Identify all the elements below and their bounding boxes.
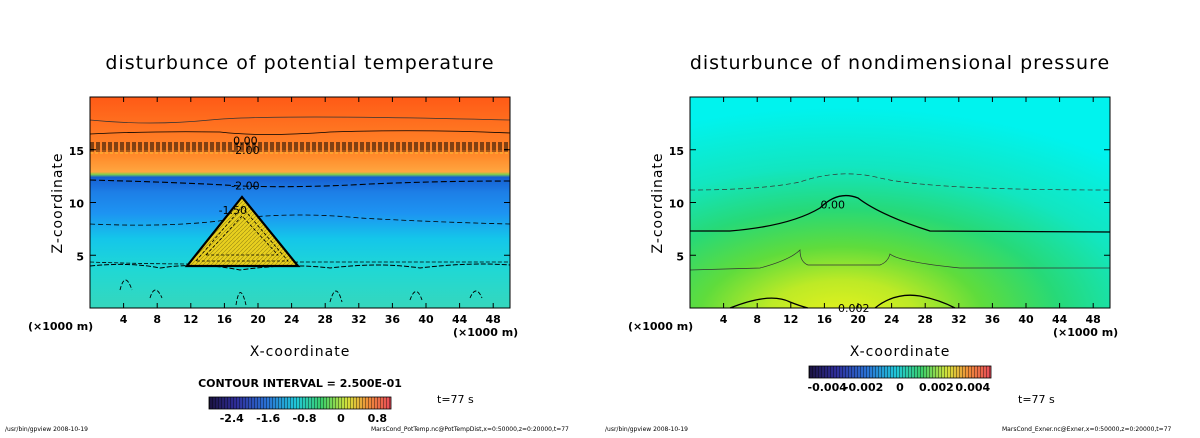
panel-potential-temperature: disturbunce of potential temperature: [5, 52, 569, 433]
x-tick-label: 12: [783, 313, 798, 326]
footer-right: MarsCond_PotTemp.nc@PotTempDist,x=0:5000…: [371, 426, 569, 433]
x-tick-label: 48: [486, 313, 501, 326]
x-tick-label: 28: [918, 313, 933, 326]
y-axis-label: Z-coordinate: [50, 152, 66, 253]
contour-interval: CONTOUR INTERVAL = 2.500E-01: [198, 377, 402, 390]
footer-left: /usr/bin/gpview 2008-10-19: [605, 426, 688, 433]
colorbar-tick-label: 0: [337, 412, 345, 425]
x-axis-label: X-coordinate: [250, 344, 351, 360]
y-tick-label: 15: [669, 145, 684, 158]
colorbar-tick-label: -0.002: [844, 381, 883, 394]
plot-area: [689, 96, 1111, 309]
x-tick-label: 44: [452, 313, 468, 326]
chart-title: disturbunce of nondimensional pressure: [690, 52, 1110, 74]
colorbar-tick-label: 0.002: [919, 381, 954, 394]
colorbar-ticks: -0.004-0.002 0 0.002 0.004: [808, 381, 991, 394]
y-tick-label: 5: [76, 250, 84, 263]
panel-nondimensional-pressure: disturbunce of nondimensional pressure 0…: [605, 52, 1172, 433]
contour-lines: [689, 173, 1111, 309]
y-axis: 5 10 15: [669, 145, 1110, 263]
x-tick-label: 32: [951, 313, 966, 326]
contour-label: 0.00: [821, 199, 846, 212]
x-unit-left: (×1000 m): [28, 320, 93, 333]
x-tick-label: 8: [153, 313, 161, 326]
colorbar: -2.4 -1.6 -0.8 0 0.8: [208, 396, 392, 425]
x-unit-right: (×1000 m): [453, 326, 518, 339]
x-tick-label: 12: [183, 313, 198, 326]
contour-label: -2.00: [231, 180, 259, 193]
y-tick-label: 10: [69, 198, 85, 211]
x-tick-label: 4: [120, 313, 128, 326]
time-label: t=77 s: [437, 393, 474, 406]
y-axis: 5 10 15: [69, 145, 510, 263]
x-tick-label: 8: [753, 313, 761, 326]
x-tick-label: 40: [418, 313, 434, 326]
x-tick-label: 36: [985, 313, 1001, 326]
x-tick-label: 4: [720, 313, 728, 326]
colorbar-tick-label: -2.4: [220, 412, 244, 425]
colorbar-tick-label: 0: [896, 381, 904, 394]
contour-label: 0.002: [838, 302, 870, 315]
y-tick-label: 10: [669, 198, 685, 211]
x-tick-label: 32: [351, 313, 366, 326]
contour-labels: 0.00 0.002: [821, 199, 870, 315]
colorbar-tick-label: 0.8: [368, 412, 388, 425]
condensation-triangle: [184, 195, 301, 268]
time-label: t=77 s: [1018, 393, 1055, 406]
x-unit-right: (×1000 m): [1053, 326, 1118, 339]
plot-area: [89, 96, 511, 309]
colorbar-tick-label: -1.6: [256, 412, 280, 425]
colorbar-tick-label: -0.8: [293, 412, 317, 425]
x-tick-label: 20: [850, 313, 866, 326]
x-tick-label: 16: [217, 313, 233, 326]
y-tick-label: 15: [69, 145, 84, 158]
contour-labels: 0.00-2.00-2.00-1.50: [219, 134, 260, 217]
y-axis-label: Z-coordinate: [650, 152, 666, 253]
x-tick-label: 28: [318, 313, 333, 326]
contour-label: -2.00: [231, 144, 259, 157]
x-tick-label: 44: [1052, 313, 1068, 326]
field-fill: [690, 97, 1110, 308]
colorbar-tick-label: 0.004: [955, 381, 990, 394]
colorbar-ticks: -2.4 -1.6 -0.8 0 0.8: [220, 412, 387, 425]
contour-label: 0.00: [233, 134, 258, 147]
x-axis-label: X-coordinate: [850, 344, 951, 360]
colorbar-tick-label: -0.004: [808, 381, 848, 394]
chart-title: disturbunce of potential temperature: [105, 52, 494, 74]
contour-label: -1.50: [219, 204, 247, 217]
y-tick-label: 5: [676, 250, 684, 263]
x-tick-label: 20: [250, 313, 266, 326]
colorbar: -0.004-0.002 0 0.002 0.004: [808, 365, 992, 394]
x-tick-label: 48: [1086, 313, 1101, 326]
field-fill: [90, 97, 510, 308]
footer-left: /usr/bin/gpview 2008-10-19: [5, 426, 88, 433]
x-axis: 4 8 12 16 20 24 28 32 36 40 44 48: [720, 97, 1101, 326]
x-tick-label: 40: [1018, 313, 1034, 326]
footer-right: MarsCond_Exner.nc@Exner,x=0:50000,z=0:20…: [1002, 426, 1172, 433]
x-tick-label: 36: [385, 313, 401, 326]
x-tick-label: 24: [284, 313, 300, 326]
x-tick-label: 16: [817, 313, 833, 326]
x-tick-label: 24: [884, 313, 900, 326]
x-unit-left: (×1000 m): [628, 320, 693, 333]
x-axis: 4 8 12 16 20 24 28 32 36 40 44 48: [120, 97, 501, 326]
